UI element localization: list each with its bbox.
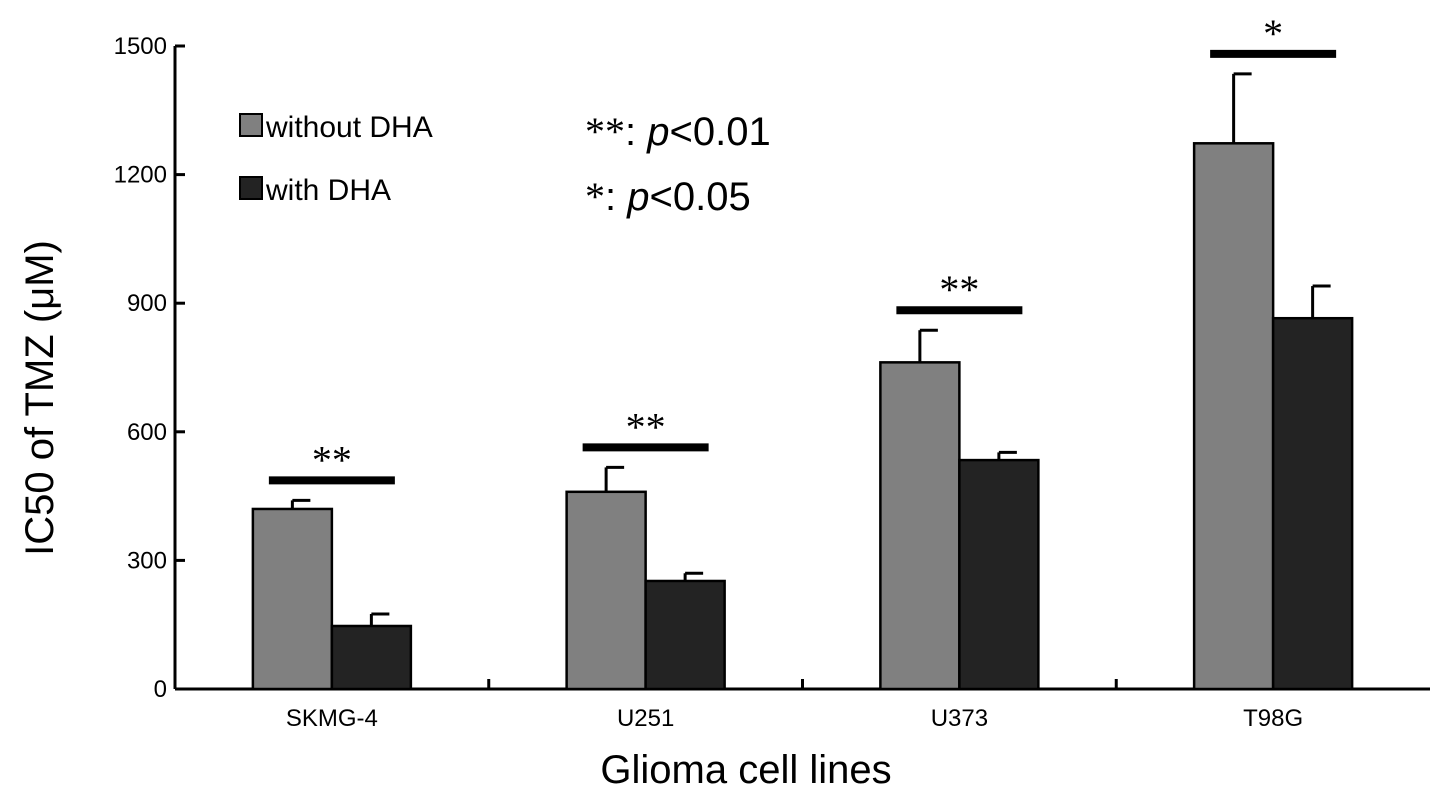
legend-label: without DHA xyxy=(265,111,433,144)
bar-without-dha xyxy=(565,490,647,691)
significance-stars: ** xyxy=(626,404,666,449)
legend-label: with DHA xyxy=(265,174,391,207)
x-category-label: T98G xyxy=(1243,705,1303,732)
y-tick-label: 1200 xyxy=(114,162,167,189)
significance-stars: * xyxy=(1263,11,1283,56)
significance-stars: ** xyxy=(312,437,352,482)
significance-stars: ** xyxy=(939,267,979,312)
x-category-label: U373 xyxy=(931,705,988,732)
significance-note: **: p<0.01 xyxy=(585,109,771,154)
x-category-label: U251 xyxy=(617,705,674,732)
bar-with-dha xyxy=(958,458,1040,691)
x-category-label: SKMG-4 xyxy=(286,705,378,732)
legend-swatch xyxy=(239,113,263,137)
bar-without-dha xyxy=(879,361,961,691)
y-tick-label: 600 xyxy=(127,419,167,446)
bar-without-dha xyxy=(1192,142,1275,691)
y-tick-label: 900 xyxy=(127,290,167,317)
legend-swatch xyxy=(239,176,263,200)
bar-with-dha xyxy=(1271,316,1354,691)
y-tick-label: 300 xyxy=(127,547,167,574)
bar-with-dha xyxy=(644,579,726,691)
y-tick-label: 1500 xyxy=(114,33,167,60)
significance-note: *: p<0.05 xyxy=(585,174,751,219)
bar-with-dha xyxy=(330,624,413,691)
bar-without-dha xyxy=(251,507,334,691)
x-axis-title: Glioma cell lines xyxy=(600,748,891,792)
y-tick-label: 0 xyxy=(154,676,167,703)
y-axis-title: IC50 of TMZ (μM) xyxy=(18,240,62,556)
